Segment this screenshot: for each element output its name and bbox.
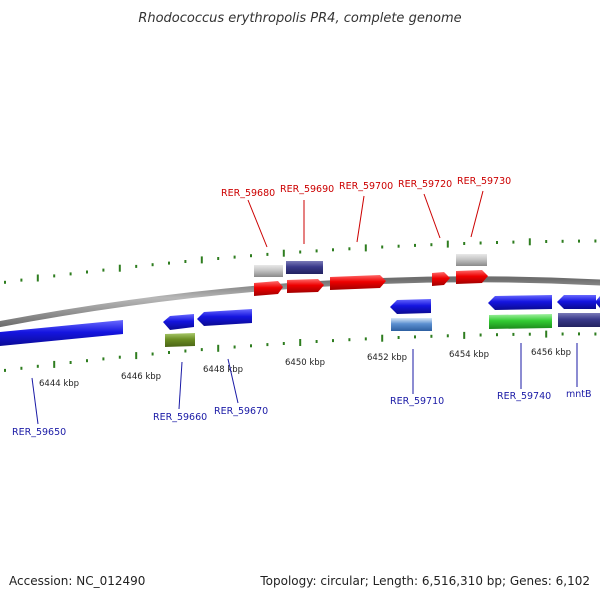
bottom-gene-labels: RER_59650 RER_59660 RER_59670 RER_59710 …: [12, 389, 592, 438]
gene-feature-blue[interactable]: [0, 320, 123, 347]
top-leader-lines: [247, 190, 484, 248]
map-title: Rhodococcus erythropolis PR4, complete g…: [138, 11, 461, 26]
gene-label[interactable]: RER_59710: [390, 396, 444, 407]
gene-feature-lightblue[interactable]: [391, 318, 432, 331]
scale-label: 6454 kbp: [449, 350, 489, 360]
topology-text: Topology: circular; Length: 6,516,310 bp…: [259, 574, 590, 588]
gene-feature-blue[interactable]: [197, 309, 252, 326]
gene-label[interactable]: RER_59720: [398, 179, 452, 190]
gene-label[interactable]: RER_59730: [457, 176, 511, 187]
scale-label: 6446 kbp: [121, 372, 161, 382]
reverse-genes: [0, 295, 600, 347]
gene-feature-blue[interactable]: [390, 299, 431, 314]
gene-feature-blue[interactable]: [163, 314, 194, 330]
gene-feature-olive[interactable]: [165, 333, 195, 347]
gene-label[interactable]: mntB: [566, 389, 592, 400]
gene-feature-navy[interactable]: [558, 313, 600, 327]
gene-label[interactable]: RER_59690: [280, 184, 334, 195]
scale-label: 6450 kbp: [285, 358, 325, 368]
gene-feature-red[interactable]: [432, 272, 450, 286]
gene-label[interactable]: RER_59660: [153, 412, 207, 423]
gene-label[interactable]: RER_59670: [214, 406, 268, 417]
scale-label: 6448 kbp: [203, 365, 243, 375]
gene-feature-blue[interactable]: [595, 296, 600, 308]
gene-feature-green[interactable]: [489, 314, 552, 329]
gene-feature-navy[interactable]: [286, 261, 323, 274]
top-gene-labels: RER_59680 RER_59690 RER_59700 RER_59720 …: [221, 176, 511, 199]
gene-label[interactable]: RER_59700: [339, 181, 393, 192]
gene-feature-gray[interactable]: [254, 265, 283, 277]
gene-feature-gray[interactable]: [456, 254, 487, 266]
forward-genes: [254, 254, 488, 296]
gene-label[interactable]: RER_59650: [12, 427, 66, 438]
bottom-leader-lines: [31, 343, 578, 425]
gene-feature-blue[interactable]: [557, 295, 596, 309]
gene-feature-blue[interactable]: [488, 295, 552, 310]
scale-label: 6452 kbp: [367, 353, 407, 363]
gene-feature-red[interactable]: [456, 270, 488, 284]
outer-tick-track: [4, 238, 597, 284]
inner-tick-track: [4, 330, 597, 372]
gene-feature-red[interactable]: [287, 279, 324, 293]
gene-feature-red[interactable]: [254, 281, 283, 296]
scale-label: 6456 kbp: [531, 348, 571, 358]
gene-label[interactable]: RER_59680: [221, 188, 275, 199]
gene-feature-red[interactable]: [330, 275, 386, 290]
scale-label: 6444 kbp: [39, 379, 79, 389]
accession-text: Accession: NC_012490: [9, 574, 145, 588]
gene-label[interactable]: RER_59740: [497, 391, 551, 402]
